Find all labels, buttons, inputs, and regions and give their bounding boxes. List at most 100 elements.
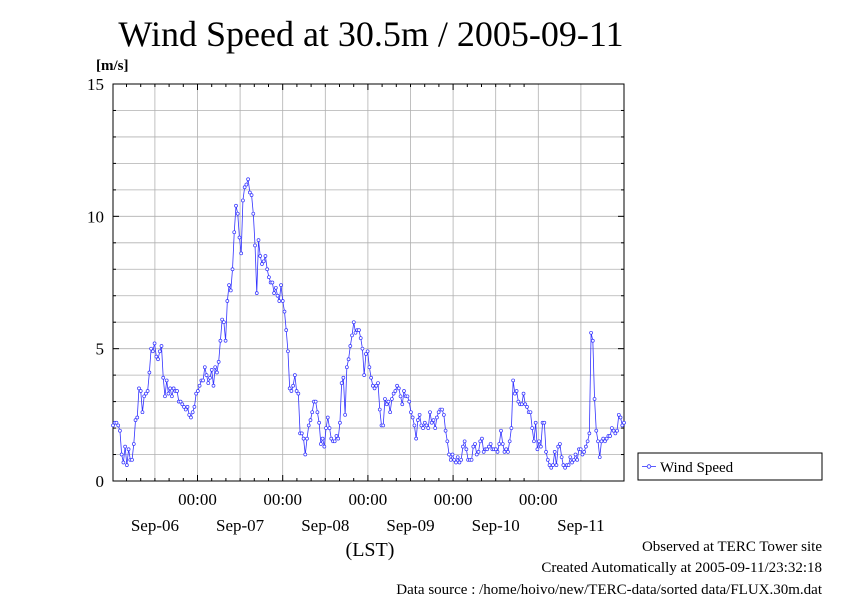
data-point — [315, 410, 320, 415]
data-point — [263, 254, 268, 258]
x-date-label: Sep-10 — [472, 516, 520, 535]
y-axis-label: [m/s] — [96, 58, 129, 74]
data-point — [133, 418, 138, 422]
data-point — [239, 251, 244, 256]
data-point — [147, 370, 152, 375]
data-point — [396, 386, 401, 391]
data-point — [332, 439, 337, 444]
data-point — [412, 423, 417, 428]
y-tick-label: 10 — [87, 207, 104, 226]
data-point — [532, 439, 536, 444]
data-point — [197, 383, 202, 388]
data-point — [130, 457, 134, 462]
data-point — [480, 436, 484, 441]
data-point — [299, 431, 304, 436]
data-point — [286, 349, 290, 354]
data-point — [566, 463, 571, 467]
data-point — [497, 442, 502, 446]
series-line — [112, 179, 625, 469]
data-point — [234, 203, 238, 208]
data-point — [599, 439, 604, 444]
data-point — [228, 288, 233, 293]
data-point — [528, 410, 533, 415]
data-point — [545, 457, 550, 462]
data-point — [525, 405, 529, 409]
axes: 0 5 10 15 00:00 00:00 00:00 00:00 00:00 Sep-06 Sep… — [87, 75, 625, 535]
data-point — [220, 317, 224, 322]
data-point — [390, 397, 394, 401]
data-point — [270, 280, 275, 285]
data-point — [370, 383, 375, 388]
data-point — [126, 447, 131, 452]
data-point — [168, 386, 173, 391]
data-point — [500, 442, 505, 446]
data-point — [410, 415, 415, 420]
legend-box — [637, 452, 823, 481]
data-point — [159, 344, 164, 348]
data-point — [436, 410, 441, 415]
data-point — [182, 405, 186, 409]
data-point — [473, 442, 477, 446]
data-point — [454, 460, 458, 465]
data-point — [440, 407, 444, 412]
data-point — [455, 455, 460, 460]
data-point — [244, 182, 249, 187]
data-point — [589, 330, 593, 335]
data-point — [559, 455, 564, 460]
data-point — [596, 439, 600, 444]
data-point — [448, 457, 453, 462]
y-tick-label: 5 — [96, 340, 105, 359]
data-point — [471, 444, 476, 449]
data-point — [142, 394, 147, 399]
data-point — [301, 436, 306, 441]
data-point — [414, 436, 418, 441]
data-point — [533, 420, 538, 425]
data-point — [554, 463, 559, 467]
data-point — [164, 378, 169, 383]
data-point — [429, 420, 434, 425]
data-point — [322, 444, 327, 449]
data-point — [608, 434, 612, 438]
data-point — [265, 267, 270, 272]
data-point — [319, 442, 323, 446]
series-wind-speed — [111, 177, 626, 470]
data-point — [615, 428, 619, 433]
x-date-label: Sep-06 — [131, 516, 179, 535]
data-point — [542, 420, 547, 425]
data-point — [206, 381, 211, 385]
data-point — [537, 439, 541, 444]
data-point — [391, 391, 396, 396]
data-point — [376, 381, 380, 385]
data-point — [334, 434, 339, 438]
data-point — [462, 439, 467, 444]
data-point — [422, 420, 427, 425]
data-point — [308, 418, 313, 422]
data-point — [407, 399, 412, 404]
data-point — [513, 391, 517, 396]
data-point — [409, 410, 413, 415]
data-point — [582, 450, 587, 454]
data-point — [161, 375, 166, 380]
data-point — [256, 238, 261, 242]
data-point — [571, 457, 576, 462]
data-point — [601, 436, 606, 441]
data-point — [137, 386, 141, 391]
data-point — [502, 450, 507, 454]
data-point — [185, 405, 190, 409]
data-point — [251, 211, 256, 216]
data-point — [372, 386, 377, 391]
data-point — [443, 428, 448, 433]
data-point — [362, 373, 367, 377]
data-point — [360, 346, 365, 351]
data-point — [310, 410, 315, 415]
x-date-label: Sep-09 — [386, 516, 434, 535]
data-point — [428, 410, 432, 415]
data-point — [506, 450, 510, 454]
data-point — [327, 426, 332, 430]
data-point — [417, 412, 422, 417]
data-point — [514, 389, 519, 393]
data-point — [485, 447, 490, 452]
data-point — [464, 447, 469, 452]
data-point — [383, 397, 387, 401]
